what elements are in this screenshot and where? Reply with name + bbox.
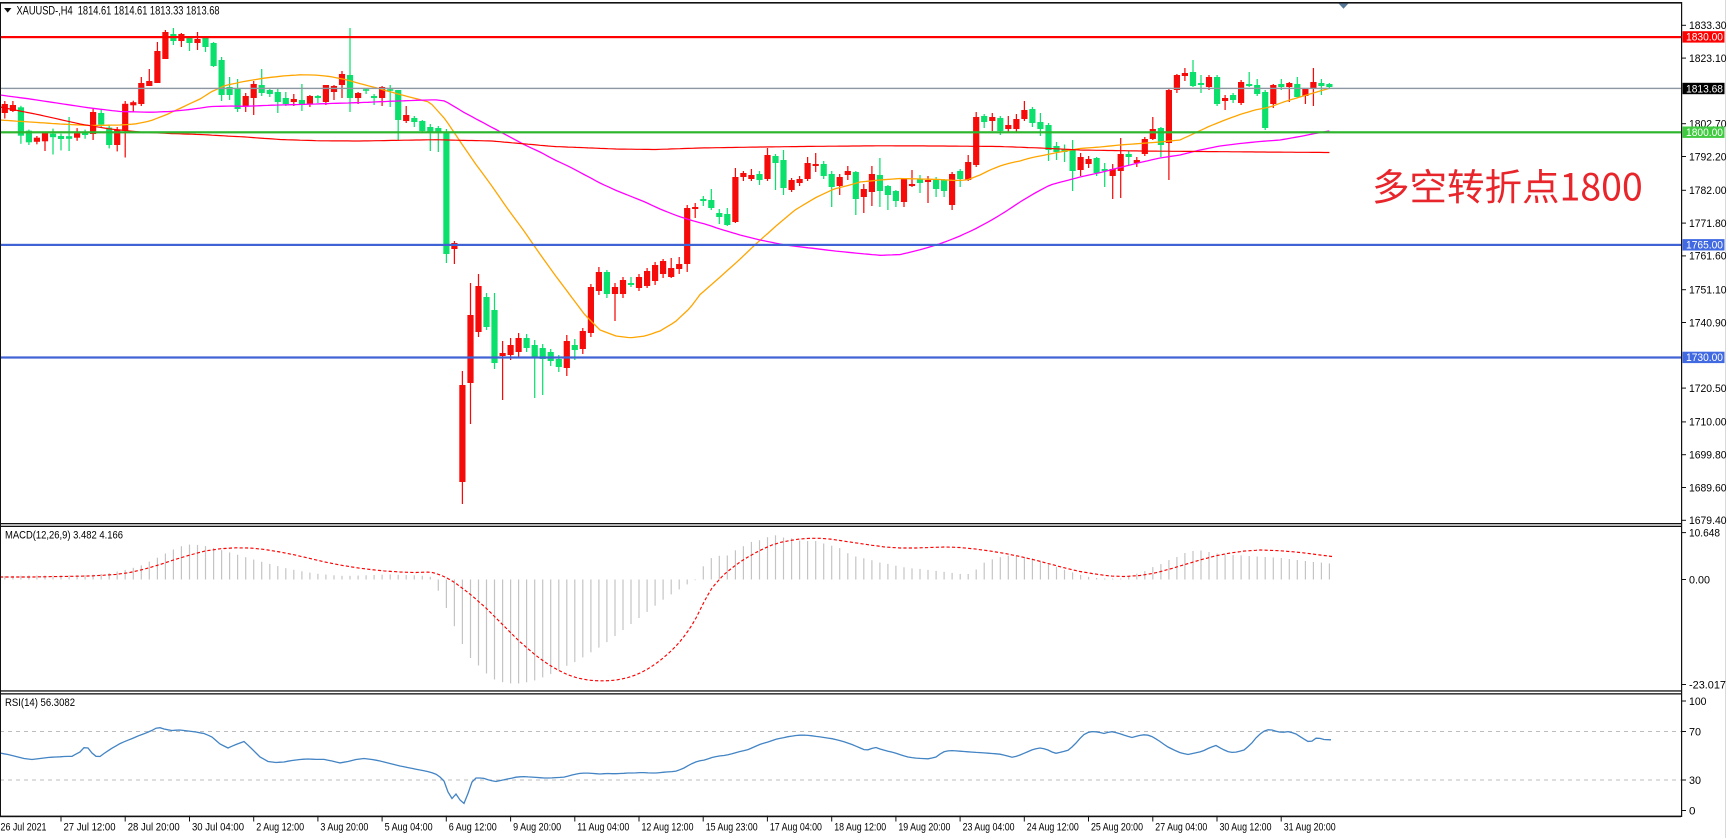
svg-text:27 Aug 04:00: 27 Aug 04:00 xyxy=(1155,822,1207,834)
svg-text:1813.68: 1813.68 xyxy=(1686,83,1723,95)
svg-text:3 Aug 20:00: 3 Aug 20:00 xyxy=(320,822,368,834)
svg-text:1800.00: 1800.00 xyxy=(1686,127,1723,139)
svg-text:30 Jul 04:00: 30 Jul 04:00 xyxy=(192,822,244,834)
svg-text:MACD(12,26,9) 3.482 4.166: MACD(12,26,9) 3.482 4.166 xyxy=(5,530,123,542)
svg-text:1833.30: 1833.30 xyxy=(1689,20,1727,32)
svg-text:25 Aug 20:00: 25 Aug 20:00 xyxy=(1091,822,1143,834)
svg-text:27 Jul 12:00: 27 Jul 12:00 xyxy=(64,822,116,834)
svg-text:28 Jul 20:00: 28 Jul 20:00 xyxy=(128,822,180,834)
svg-text:1720.50: 1720.50 xyxy=(1689,383,1727,395)
svg-text:0: 0 xyxy=(1689,805,1696,817)
svg-text:12 Aug 12:00: 12 Aug 12:00 xyxy=(642,822,694,834)
svg-text:1689.60: 1689.60 xyxy=(1689,482,1727,494)
svg-text:1699.80: 1699.80 xyxy=(1689,450,1727,462)
svg-text:18 Aug 12:00: 18 Aug 12:00 xyxy=(834,822,886,834)
svg-text:1761.60: 1761.60 xyxy=(1689,251,1727,263)
svg-text:1710.00: 1710.00 xyxy=(1689,417,1727,429)
svg-text:RSI(14) 56.3082: RSI(14) 56.3082 xyxy=(5,697,75,709)
svg-text:XAUUSD-,H4 1814.61 1814.61 18: XAUUSD-,H4 1814.61 1814.61 1813.33 1813.… xyxy=(17,5,220,18)
svg-text:5 Aug 04:00: 5 Aug 04:00 xyxy=(385,822,433,834)
svg-text:1771.80: 1771.80 xyxy=(1689,218,1727,230)
svg-text:1792.20: 1792.20 xyxy=(1689,151,1727,163)
svg-text:1679.40: 1679.40 xyxy=(1689,515,1727,527)
svg-text:26 Jul 2021: 26 Jul 2021 xyxy=(1,822,47,834)
svg-text:1823.10: 1823.10 xyxy=(1689,53,1727,65)
svg-text:24 Aug 12:00: 24 Aug 12:00 xyxy=(1027,822,1079,834)
svg-text:9 Aug 20:00: 9 Aug 20:00 xyxy=(513,822,561,834)
svg-text:1830.00: 1830.00 xyxy=(1686,32,1723,44)
svg-text:100: 100 xyxy=(1689,696,1707,708)
svg-text:1765.00: 1765.00 xyxy=(1686,240,1723,252)
svg-text:23 Aug 04:00: 23 Aug 04:00 xyxy=(963,822,1015,834)
svg-text:0.00: 0.00 xyxy=(1689,574,1710,586)
svg-text:1730.00: 1730.00 xyxy=(1686,352,1723,364)
svg-text:1740.90: 1740.90 xyxy=(1689,317,1727,329)
svg-text:1751.10: 1751.10 xyxy=(1689,285,1727,297)
svg-text:1782.00: 1782.00 xyxy=(1689,185,1727,197)
svg-text:10.648: 10.648 xyxy=(1689,527,1720,539)
svg-text:70: 70 xyxy=(1689,726,1701,738)
svg-text:2 Aug 12:00: 2 Aug 12:00 xyxy=(256,822,304,834)
svg-text:6 Aug 12:00: 6 Aug 12:00 xyxy=(449,822,497,834)
svg-text:30 Aug 12:00: 30 Aug 12:00 xyxy=(1220,822,1272,834)
svg-text:15 Aug 23:00: 15 Aug 23:00 xyxy=(706,822,758,834)
svg-text:31 Aug 20:00: 31 Aug 20:00 xyxy=(1284,822,1336,834)
svg-text:17 Aug 04:00: 17 Aug 04:00 xyxy=(770,822,822,834)
svg-text:-23.017: -23.017 xyxy=(1689,679,1726,691)
svg-text:30: 30 xyxy=(1689,775,1701,787)
svg-text:11 Aug 04:00: 11 Aug 04:00 xyxy=(577,822,629,834)
svg-text:19 Aug 20:00: 19 Aug 20:00 xyxy=(898,822,950,834)
